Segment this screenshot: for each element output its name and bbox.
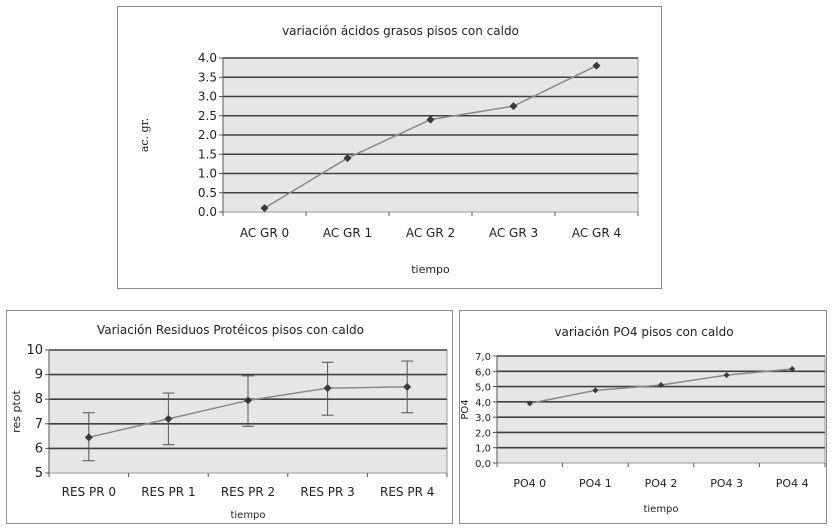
y-tick-label: 8	[35, 392, 43, 407]
y-axis-label: res ptot	[10, 390, 23, 433]
x-tick-label: PO4 0	[513, 477, 546, 490]
y-tick-label: 1,0	[475, 444, 491, 455]
x-tick-label: AC GR 2	[406, 226, 455, 240]
y-tick-label: 5	[35, 466, 43, 481]
y-tick-label: 6	[35, 441, 43, 456]
x-tick-label: PO4 3	[710, 477, 743, 490]
x-tick-label: PO4 2	[645, 477, 678, 490]
data-point	[592, 387, 599, 394]
y-tick-label: 2,0	[475, 428, 491, 439]
y-tick-label: 2.0	[198, 128, 217, 142]
chart-po4: 0,0 1,0 2,0 3,0 4,0 5,0 6,0 7,0 PO4 0 PO4 1 PO4 2 P…	[459, 310, 827, 524]
y-tick-label: 7,0	[475, 352, 491, 363]
x-tick-label: PO4 1	[579, 477, 612, 490]
y-tick-label: 7	[35, 417, 43, 432]
y-tick-label: 3.0	[198, 90, 217, 104]
x-tick-label: AC GR 0	[240, 226, 289, 240]
y-axis-label: ac. gr.	[138, 118, 151, 152]
x-tick-label: RES PR 4	[380, 485, 434, 499]
chart-residuos-proteicos: 5 6 7 8 9 10 RES PR 0 RES PR 1 RES PR 2 RES PR 3 R…	[6, 310, 453, 524]
y-tick-label: 6,0	[475, 367, 491, 378]
x-tick-label: RES PR 2	[221, 485, 275, 499]
y-tick-label: 4.0	[198, 51, 217, 65]
data-point	[723, 372, 730, 379]
data-point	[343, 154, 352, 163]
y-tick-label: 1.0	[198, 167, 217, 181]
y-tick-label: 2.5	[198, 109, 217, 123]
y-tick-label: 9	[35, 368, 43, 383]
chart-title: Variación Residuos Protéicos pisos con c…	[97, 323, 364, 337]
data-point	[426, 115, 435, 124]
x-axis-label: tiempo	[230, 510, 265, 521]
data-point	[592, 61, 601, 70]
y-tick-label: 1.5	[198, 147, 217, 161]
data-point	[789, 365, 796, 372]
chart-po4-svg: 0,0 1,0 2,0 3,0 4,0 5,0 6,0 7,0 PO4 0 PO4 1 PO4 2 P…	[460, 325, 826, 515]
chart-acidos-grasos-svg: 0.0 0.5 1.0 1.5 2.0 2.5 3.0 3.5 4.0 AC GR 0 AC GR …	[138, 24, 639, 276]
data-point	[658, 382, 664, 389]
y-tick-label: 5,0	[475, 383, 491, 394]
y-tick-label: 10	[26, 343, 43, 358]
x-tick-label: AC GR 4	[572, 226, 621, 240]
data-point	[323, 384, 332, 393]
chart-residuos-proteicos-svg: 5 6 7 8 9 10 RES PR 0 RES PR 1 RES PR 2 RES PR 3 R…	[10, 323, 448, 521]
data-point	[244, 396, 252, 405]
x-tick-label: AC GR 1	[323, 226, 372, 240]
x-tick-label: RES PR 0	[62, 485, 116, 499]
data-point	[84, 433, 93, 442]
chart-acidos-grasos: 0.0 0.5 1.0 1.5 2.0 2.5 3.0 3.5 4.0 AC GR 0 AC GR …	[117, 6, 662, 289]
y-tick-label: 3,0	[475, 413, 491, 424]
data-point	[526, 400, 533, 407]
x-axis-label: tiempo	[643, 504, 678, 515]
x-tick-label: RES PR 3	[300, 485, 354, 499]
data-point	[164, 414, 173, 423]
x-axis-label: tiempo	[411, 263, 450, 276]
y-tick-label: 4,0	[475, 398, 491, 409]
x-tick-label: RES PR 1	[141, 485, 195, 499]
y-tick-label: 3.5	[198, 70, 217, 84]
x-tick-label: AC GR 3	[489, 226, 538, 240]
y-tick-label: 0.0	[198, 205, 217, 219]
y-tick-label: 0.5	[198, 186, 217, 200]
data-point	[260, 204, 269, 213]
x-tick-label: PO4 4	[776, 477, 809, 490]
chart-title: variación PO4 pisos con caldo	[554, 325, 733, 339]
y-tick-label: 0,0	[475, 459, 491, 470]
chart-title: variación ácidos grasos pisos con caldo	[282, 24, 519, 38]
data-point	[509, 102, 518, 111]
data-point	[403, 382, 412, 391]
y-axis-label: PO4	[460, 399, 471, 419]
plot-area	[496, 355, 826, 464]
